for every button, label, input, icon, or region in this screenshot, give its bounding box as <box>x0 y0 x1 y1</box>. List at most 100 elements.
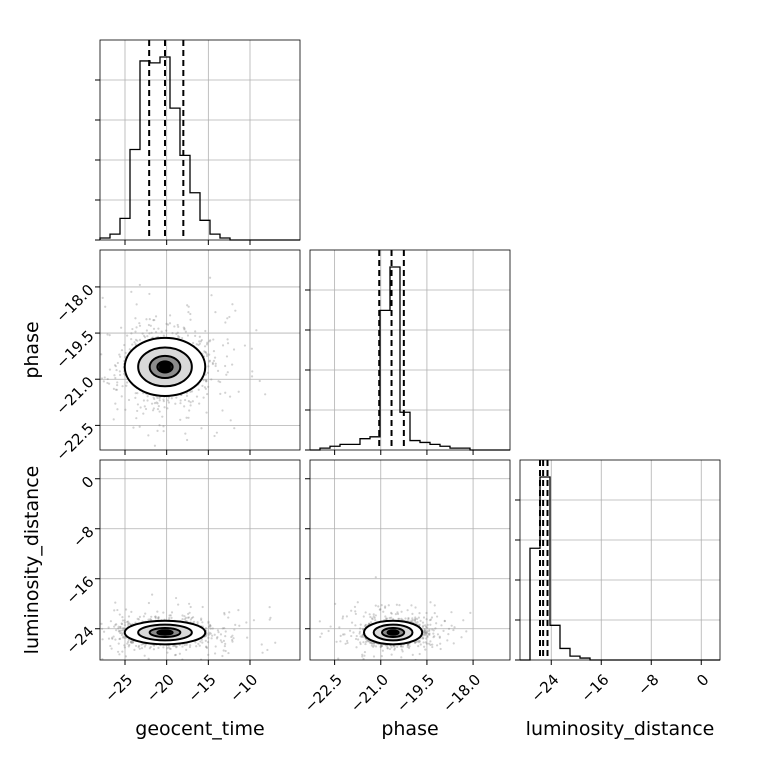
sample-point <box>425 642 428 645</box>
sample-point <box>166 407 169 410</box>
sample-point <box>374 614 377 617</box>
sample-point <box>127 638 130 642</box>
sample-point <box>198 402 201 405</box>
sample-point <box>177 335 180 338</box>
x-axis-label-geocent-time: geocent_time <box>135 718 264 740</box>
sample-point <box>186 612 190 616</box>
sample-point <box>203 345 207 348</box>
sample-point <box>148 647 151 650</box>
panel-frame <box>309 249 511 451</box>
sample-point <box>120 395 123 398</box>
sample-point <box>106 381 109 385</box>
sample-point <box>184 330 187 333</box>
sample-point <box>134 317 137 320</box>
scatter-points <box>318 576 472 660</box>
sample-point <box>339 634 342 638</box>
sample-point <box>369 615 372 619</box>
sample-point <box>372 613 375 616</box>
sample-point <box>177 325 180 328</box>
sample-point <box>361 653 364 656</box>
sample-point <box>183 328 186 331</box>
sample-point <box>228 611 231 614</box>
sample-point <box>127 620 130 623</box>
sample-point <box>436 644 439 647</box>
sample-point <box>211 362 214 366</box>
sample-point <box>364 611 367 614</box>
sample-point <box>217 631 220 634</box>
sample-point <box>167 401 170 404</box>
sample-point <box>223 627 226 630</box>
sample-point <box>416 620 419 624</box>
sample-point <box>152 327 156 330</box>
sample-point <box>198 644 201 647</box>
sample-point <box>202 396 205 399</box>
sample-point <box>114 638 117 641</box>
sample-point <box>209 624 212 627</box>
sample-point <box>452 642 455 645</box>
sample-point <box>390 616 393 619</box>
sample-point <box>438 635 441 638</box>
sample-point <box>141 332 144 335</box>
sample-point <box>189 618 193 621</box>
sample-point <box>442 629 445 632</box>
sample-point <box>199 640 202 643</box>
sample-point <box>350 634 353 638</box>
sample-point <box>197 642 200 645</box>
sample-point <box>185 648 188 651</box>
sample-point <box>134 644 138 648</box>
sample-point <box>156 408 160 411</box>
sample-point <box>465 630 468 633</box>
sample-point <box>138 322 141 325</box>
sample-point <box>406 644 409 647</box>
sample-point <box>436 633 440 636</box>
sample-point <box>329 625 332 628</box>
sample-point <box>219 380 222 384</box>
sample-point <box>189 404 192 407</box>
sample-point <box>424 631 427 634</box>
sample-point <box>418 623 421 626</box>
sample-point <box>143 336 147 339</box>
sample-point <box>356 601 359 604</box>
sample-point <box>208 623 212 626</box>
sample-point <box>435 615 439 618</box>
sample-point <box>178 336 181 339</box>
sample-point <box>364 640 368 643</box>
sample-point <box>439 642 442 645</box>
sample-point <box>147 434 150 437</box>
sample-point <box>359 641 362 644</box>
sample-point <box>135 417 138 420</box>
sample-point <box>228 315 231 319</box>
sample-point <box>219 633 223 636</box>
sample-point <box>226 338 229 341</box>
sample-point <box>268 606 271 609</box>
sample-point <box>447 627 451 630</box>
sample-point <box>200 427 203 430</box>
sample-point <box>187 400 190 403</box>
sample-point <box>429 640 432 643</box>
panel-frame <box>99 39 301 241</box>
sample-point <box>223 645 226 648</box>
sample-point <box>167 396 170 399</box>
sample-point <box>131 327 134 331</box>
sample-point <box>380 604 383 607</box>
sample-point <box>183 643 186 647</box>
sample-point <box>120 633 124 637</box>
sample-point <box>355 634 358 638</box>
sample-point <box>189 312 192 316</box>
sample-point <box>426 635 429 639</box>
sample-point <box>216 636 219 639</box>
sample-point <box>147 323 151 327</box>
sample-point <box>126 620 129 624</box>
sample-point <box>433 612 436 615</box>
sample-point <box>215 637 219 640</box>
sample-point <box>383 606 387 609</box>
sample-point <box>130 640 133 643</box>
sample-point <box>101 658 104 660</box>
sample-point <box>334 602 337 606</box>
sample-point <box>181 336 184 340</box>
sample-point <box>388 616 391 620</box>
sample-point <box>147 657 150 660</box>
sample-point <box>390 653 393 656</box>
sample-point <box>260 643 263 646</box>
sample-point <box>415 640 418 643</box>
